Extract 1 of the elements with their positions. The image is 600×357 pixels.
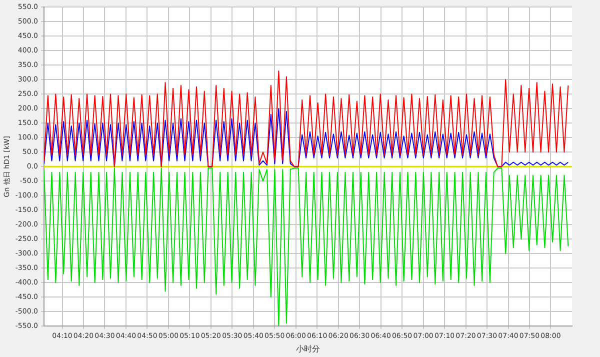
x-axis-title: 小时分 xyxy=(296,344,320,354)
